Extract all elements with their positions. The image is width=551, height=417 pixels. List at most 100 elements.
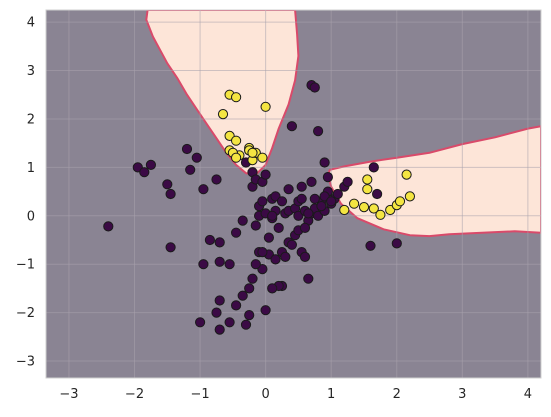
data-point-class-1 [368,203,379,214]
data-point-class-0 [191,152,202,163]
data-point-class-0 [165,188,176,200]
data-point-class-0 [231,300,242,311]
data-point-class-0 [309,82,320,93]
x-tick-label: −3 [59,387,78,402]
x-axis-ticks: −3 −2 −1 0 1 2 3 4 [59,387,532,402]
data-point-class-1 [260,101,271,112]
data-point-class-0 [145,159,156,170]
data-point-class-1 [247,147,258,158]
data-point-class-0 [365,240,376,251]
x-tick-label: 3 [458,387,466,402]
axes-frame [45,9,542,379]
y-tick-label: −1 [16,258,35,273]
data-point-class-0 [299,222,311,233]
data-point-class-0 [296,181,307,192]
data-point-class-0 [244,283,255,294]
data-point-class-1 [401,169,412,180]
data-point-class-1 [257,152,268,163]
data-point-class-0 [303,273,314,284]
data-point-class-0 [267,283,278,294]
data-point-class-0 [211,307,222,318]
y-tick-label: 2 [27,112,35,127]
data-point-class-0 [204,234,215,246]
data-point-class-1 [362,174,373,185]
data-point-class-0 [257,196,268,207]
data-point-class-0 [316,201,327,212]
data-point-class-0 [139,167,150,178]
data-point-class-0 [319,157,330,168]
data-point-class-1 [231,135,242,146]
data-point-class-0 [247,273,258,284]
data-point-class-0 [162,179,173,190]
data-point-class-1 [375,209,386,220]
data-point-class-0 [273,222,284,233]
y-axis-ticks: −3 −2 −1 0 1 2 3 4 [16,16,35,370]
data-point-class-0 [181,143,193,155]
data-point-class-0 [306,176,317,187]
data-points [103,80,415,335]
decision-regions [145,10,541,238]
data-point-class-0 [214,324,225,335]
data-point-class-0 [231,227,242,238]
data-point-class-0 [211,174,222,185]
data-point-class-0 [391,238,402,249]
data-point-class-0 [286,239,297,250]
data-point-class-0 [368,162,379,173]
x-tick-label: −1 [190,387,209,402]
data-point-class-1 [394,196,406,207]
data-point-class-0 [214,295,225,306]
data-point-class-0 [224,317,235,328]
data-point-class-0 [326,196,337,207]
x-tick-label: 0 [261,387,269,402]
data-point-class-0 [313,126,324,137]
data-point-class-0 [303,208,314,219]
data-point-class-0 [257,247,268,258]
x-tick-label: 4 [524,387,532,402]
data-point-class-0 [237,290,248,301]
data-point-class-1 [217,109,229,120]
data-point-class-0 [280,251,291,262]
data-point-class-0 [103,221,114,232]
data-point-class-0 [372,188,383,200]
data-point-class-0 [165,242,176,253]
data-point-class-0 [309,193,320,204]
data-point-class-0 [299,251,311,262]
data-point-class-0 [240,319,252,330]
decision-region-1 [145,10,300,176]
data-point-class-0 [198,184,209,195]
data-point-class-0 [185,164,196,175]
data-point-class-0 [283,184,294,195]
y-tick-label: 0 [27,209,35,224]
data-point-class-0 [342,176,353,187]
data-point-class-0 [260,305,271,316]
data-point-class-0 [263,232,274,243]
y-tick-label: −3 [16,355,35,370]
data-point-class-1 [358,202,370,213]
data-point-class-1 [231,92,242,103]
x-tick-label: 2 [393,387,401,402]
data-point-class-0 [322,172,333,183]
plot-area [45,9,542,379]
data-point-class-1 [231,152,242,163]
data-point-class-0 [296,193,307,204]
data-point-class-1 [362,184,373,195]
data-point-class-1 [404,191,415,202]
y-tick-label: 4 [27,16,35,31]
data-point-class-0 [224,259,235,270]
data-point-class-0 [250,259,261,270]
data-point-class-0 [260,169,271,180]
data-point-class-0 [214,256,225,267]
data-point-class-0 [286,121,297,132]
y-tick-label: 3 [27,64,35,79]
data-point-class-0 [270,254,281,265]
data-point-class-0 [250,220,261,231]
grid-lines [46,10,541,378]
x-tick-label: 1 [327,387,335,402]
data-point-class-0 [195,317,206,328]
y-tick-label: 1 [27,161,35,176]
data-point-class-0 [244,310,255,321]
data-point-class-0 [276,196,288,207]
x-tick-label: −2 [125,387,144,402]
y-tick-label: −2 [16,306,35,321]
